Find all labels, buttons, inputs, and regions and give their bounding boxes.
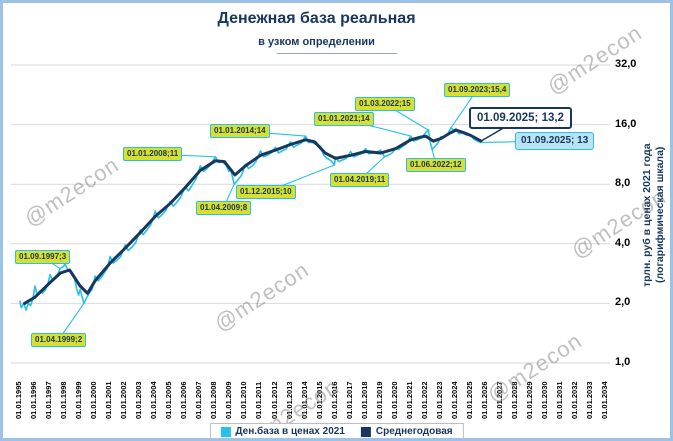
x-axis-tick-label: 01.01.1997 bbox=[44, 381, 54, 419]
legend-item-base: Ден.база в ценах 2021 bbox=[220, 426, 345, 437]
x-axis-tick-label: 01.01.2032 bbox=[570, 381, 580, 419]
annotation-callout: 01.01.2014;14 bbox=[210, 124, 270, 138]
chart-title: Денежная база реальная bbox=[217, 10, 416, 27]
x-axis-tick-label: 01.01.2030 bbox=[540, 381, 550, 419]
x-axis-tick-label: 01.01.2016 bbox=[329, 381, 339, 419]
x-axis-tick-label: 01.01.2009 bbox=[224, 381, 234, 419]
annotation-callout: 01.04.2009;8 bbox=[196, 201, 252, 215]
annotation-callout: 01.09.2025; 13,2 bbox=[469, 107, 572, 129]
annotation-callout: 01.01.2008;11 bbox=[123, 147, 183, 161]
x-axis-tick-label: 01.01.2003 bbox=[134, 381, 144, 419]
x-axis-tick-label: 01.01.2010 bbox=[239, 381, 249, 419]
x-axis-tick-label: 01.01.2027 bbox=[494, 381, 504, 419]
y-axis-title: трлн. руб в ценах 2021 года (логарифмиче… bbox=[641, 65, 667, 365]
x-axis-tick-label: 01.01.2015 bbox=[314, 381, 324, 419]
legend: Ден.база в ценах 2021 Среднегодовая bbox=[209, 423, 464, 438]
x-axis-tick-label: 01.01.2002 bbox=[119, 381, 129, 419]
subtitle-underline bbox=[276, 53, 397, 54]
y-axis-tick-label: 16,0 bbox=[615, 117, 637, 130]
annotation-callout: 01.06.2022;12 bbox=[406, 158, 466, 172]
legend-label-avg: Среднегодовая bbox=[375, 426, 453, 437]
x-axis-tick-label: 01.01.2029 bbox=[525, 381, 535, 419]
y-axis-tick-label: 4,0 bbox=[615, 236, 631, 249]
x-axis-tick-label: 01.01.2000 bbox=[89, 381, 99, 419]
x-axis-tick-label: 01.01.2021 bbox=[404, 381, 414, 419]
annotation-callout: 01.04.2019;11 bbox=[330, 173, 390, 187]
x-axis-tick-label: 01.01.2019 bbox=[374, 381, 384, 419]
x-axis-tick-label: 01.01.2001 bbox=[104, 381, 114, 419]
y-axis-tick-label: 8,0 bbox=[615, 177, 631, 190]
x-axis-tick-label: 01.01.2004 bbox=[149, 381, 159, 419]
x-axis-tick-label: 01.01.2023 bbox=[434, 381, 444, 419]
x-axis-tick-label: 01.01.2012 bbox=[269, 381, 279, 419]
x-axis-tick-label: 01.01.1998 bbox=[59, 381, 69, 419]
x-axis-tick-label: 01.01.2033 bbox=[585, 381, 595, 419]
y-axis-tick-label: 32,0 bbox=[615, 58, 637, 70]
x-axis-tick-label: 01.01.2034 bbox=[600, 381, 610, 419]
annotation-callout: 01.01.2021;14 bbox=[314, 112, 374, 126]
x-axis-tick-label: 01.01.2007 bbox=[194, 381, 204, 419]
x-axis-tick-label: 01.01.2005 bbox=[164, 381, 174, 419]
x-axis-tick-label: 01.01.1999 bbox=[74, 381, 84, 419]
x-axis-tick-label: 01.01.1996 bbox=[29, 381, 39, 419]
series-line-1 bbox=[23, 128, 483, 305]
legend-swatch-avg-icon bbox=[360, 426, 371, 437]
annotation-callout: 01.09.2025; 13 bbox=[515, 132, 595, 150]
x-axis-tick-label: 01.01.1995 bbox=[14, 381, 23, 419]
x-axis-tick-label: 01.01.2017 bbox=[344, 381, 354, 419]
y-axis-title-line2: (логарифмическая шкала) bbox=[654, 146, 666, 284]
x-axis-tick-label: 01.01.2026 bbox=[479, 381, 489, 419]
x-axis-tick-label: 01.01.2008 bbox=[209, 381, 219, 419]
annotation-callout: 01.09.1997;3 bbox=[15, 250, 71, 264]
x-axis-tick-label: 01.01.2018 bbox=[359, 381, 369, 419]
annotation-callout: 01.03.2022;15 bbox=[355, 97, 415, 111]
x-axis-tick-label: 01.01.2024 bbox=[449, 381, 459, 419]
x-axis-tick-label: 01.01.2025 bbox=[464, 381, 474, 419]
x-axis-tick-label: 01.01.2006 bbox=[179, 381, 189, 419]
y-axis-tick-label: 1,0 bbox=[615, 356, 631, 368]
x-axis-tick-label: 01.01.2022 bbox=[419, 381, 429, 419]
x-axis-tick-label: 01.01.2031 bbox=[555, 381, 565, 419]
series-line-0 bbox=[19, 127, 482, 311]
x-axis-tick-label: 01.01.2020 bbox=[389, 381, 399, 419]
x-axis-tick-label: 01.01.2028 bbox=[509, 381, 519, 419]
annotation-callout: 01.09.2023;15,4 bbox=[444, 83, 511, 97]
x-axis-tick-label: 01.01.2011 bbox=[254, 381, 264, 419]
chart-subtitle: в узком определении bbox=[258, 36, 375, 48]
annotation-callout: 01.04.1999;2 bbox=[31, 333, 87, 347]
x-axis-tick-label: 01.01.2014 bbox=[299, 381, 309, 419]
y-axis-title-line1: трлн. руб в ценах 2021 года bbox=[641, 143, 653, 287]
annotation-callout: 01.12.2015;10 bbox=[236, 185, 296, 199]
legend-label-base: Ден.база в ценах 2021 bbox=[235, 426, 345, 437]
y-axis-tick-label: 2,0 bbox=[615, 296, 631, 309]
legend-swatch-base-icon bbox=[220, 426, 231, 437]
legend-item-avg: Среднегодовая bbox=[360, 426, 453, 437]
x-axis-tick-label: 01.01.2013 bbox=[284, 381, 294, 419]
